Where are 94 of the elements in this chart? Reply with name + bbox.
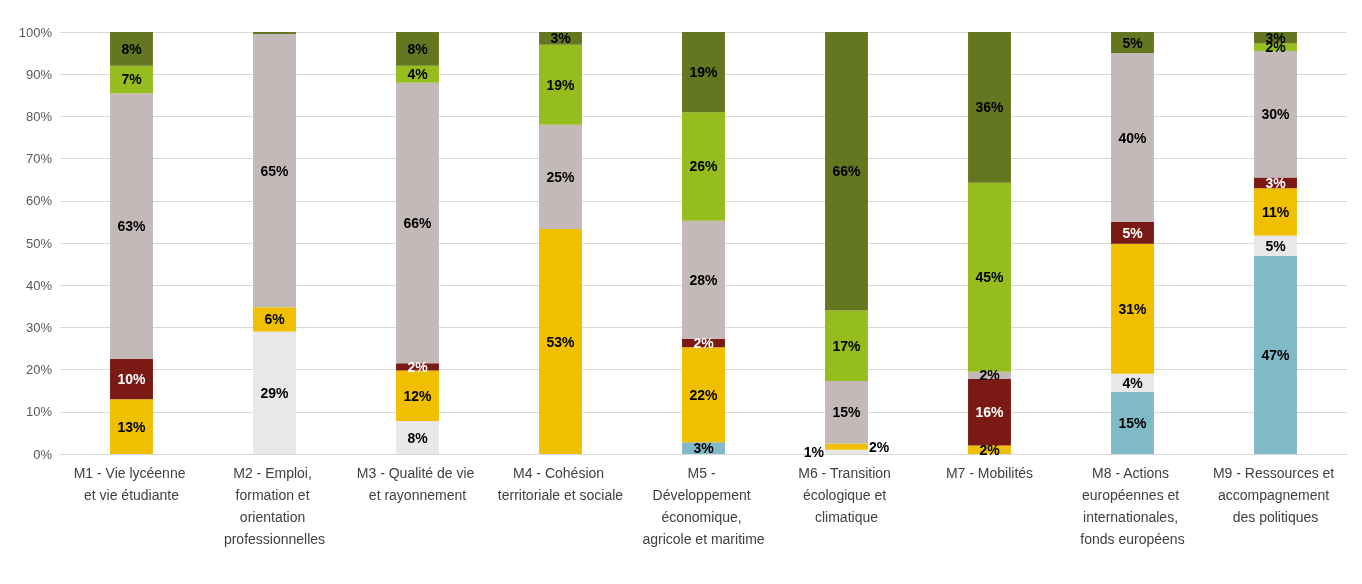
data-label: 8% [121, 40, 143, 57]
bar [110, 399, 153, 454]
bar [1254, 255, 1297, 454]
bar [539, 44, 582, 125]
data-label: 16% [975, 404, 1005, 421]
y-tick-label: 40% [25, 277, 53, 293]
data-label: 17% [832, 337, 862, 354]
data-label: 2% [868, 438, 890, 455]
x-tick-label: M2 - Emploi, formation et orientation professionnelles [223, 465, 326, 547]
data-label: 28% [689, 271, 719, 288]
bar [396, 32, 439, 66]
bar [539, 229, 582, 454]
bar [968, 182, 1011, 372]
x-tick-label: M3 - Qualité de vie et rayonnement [356, 465, 479, 503]
data-label: 3% [693, 440, 715, 457]
bar [1254, 188, 1297, 236]
bar [682, 112, 725, 221]
x-tick-label: M6 - Transition écologique et climatique [798, 465, 895, 525]
data-label: 13% [117, 418, 147, 435]
data-label: 1% [803, 443, 825, 460]
x-tick-label: M5 - Développement économique, agricole et maritime [642, 465, 765, 547]
data-label: 2% [407, 358, 429, 375]
data-label: 29% [260, 384, 290, 401]
data-label: 7% [121, 71, 143, 88]
data-label: 5% [1122, 34, 1144, 51]
bar [253, 331, 296, 454]
bar [825, 449, 868, 454]
data-label: 26% [689, 158, 719, 175]
y-tick-label: 80% [25, 108, 53, 124]
bar [1254, 50, 1297, 178]
y-tick-label: 90% [25, 66, 53, 82]
x-tick-label: M9 - Ressources et accompagnement des politiques [1212, 465, 1339, 525]
data-label: 47% [1261, 346, 1291, 363]
data-label: 65% [260, 162, 290, 179]
data-label: 5% [1265, 237, 1287, 254]
x-tick-label: M4 - Cohésion territoriale et sociale [497, 465, 624, 503]
data-label: 66% [832, 163, 862, 180]
data-label: 22% [689, 386, 719, 403]
data-label: 30% [1261, 106, 1291, 123]
data-label: 6% [264, 311, 286, 328]
bar [1111, 53, 1154, 222]
data-label: 2% [693, 335, 715, 352]
y-tick-label: 100% [18, 24, 53, 40]
bar [682, 220, 725, 339]
bar [253, 34, 296, 308]
data-label: 40% [1118, 129, 1148, 146]
y-tick-label: 10% [25, 404, 53, 420]
bar [968, 32, 1011, 183]
y-tick-label: 70% [25, 151, 53, 167]
y-tick-label: 30% [25, 319, 53, 335]
bar [825, 32, 868, 311]
bar [110, 93, 153, 360]
data-label: 2% [979, 441, 1001, 458]
data-label: 3% [550, 30, 572, 47]
data-label: 53% [546, 333, 576, 350]
bar [1111, 391, 1154, 454]
bar [1111, 243, 1154, 374]
bar [825, 443, 868, 450]
bar [968, 378, 1011, 446]
bar [825, 380, 868, 444]
x-tick-label: M8 - Actions européennes et internationales, fonds européens [1080, 465, 1185, 547]
data-label: 11% [1261, 203, 1290, 220]
y-tick-label: 50% [25, 235, 53, 251]
data-label: 36% [975, 99, 1005, 116]
data-label: 5% [1122, 224, 1144, 241]
bar [682, 347, 725, 443]
bar [110, 32, 153, 66]
data-label: 45% [975, 269, 1005, 286]
data-label: 15% [1118, 414, 1148, 431]
data-label: 19% [546, 76, 576, 93]
data-label: 4% [407, 66, 429, 83]
bar [396, 370, 439, 422]
x-tick-label: M7 - Mobilités [945, 465, 1034, 481]
data-label: 10% [117, 371, 147, 388]
data-label: 8% [407, 40, 429, 57]
data-label: 3% [1265, 174, 1287, 191]
data-label: 15% [832, 404, 862, 421]
x-tick-label: M1 - Vie lycéenne et vie étudiante [73, 465, 190, 503]
bar [396, 82, 439, 364]
bar [682, 32, 725, 113]
y-tick-label: 0% [33, 446, 53, 462]
bar [825, 310, 868, 381]
bar [253, 32, 296, 35]
bar [539, 124, 582, 230]
data-label: 66% [403, 214, 433, 231]
y-tick-label: 20% [25, 362, 53, 378]
data-label: 12% [403, 387, 433, 404]
data-label: 19% [689, 64, 719, 81]
y-tick-label: 60% [25, 193, 53, 209]
data-label: 31% [1118, 300, 1148, 317]
data-label: 8% [407, 429, 429, 446]
data-label: 63% [117, 218, 147, 235]
data-label: 4% [1122, 374, 1144, 391]
data-label: 25% [546, 168, 576, 185]
